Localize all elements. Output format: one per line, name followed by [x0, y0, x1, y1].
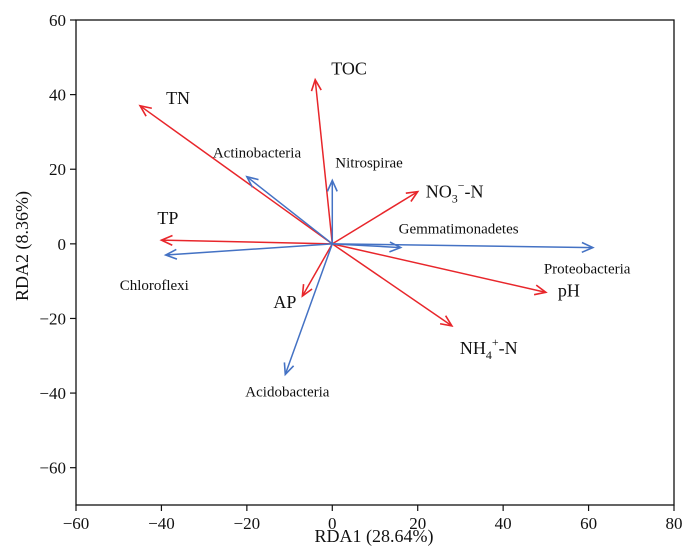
vector-ap	[301, 243, 333, 298]
label-no3-n: NO3−-N	[426, 179, 484, 206]
arrowhead	[326, 178, 338, 192]
x-tick-label: 80	[666, 514, 683, 533]
label-acidobacteria: Acidobacteria	[245, 384, 329, 400]
vector-line	[161, 239, 333, 245]
plot-frame	[75, 19, 675, 506]
arrowhead	[533, 284, 548, 296]
label-ap: AP	[273, 292, 296, 312]
arrowhead	[283, 362, 295, 377]
x-tick-label: 20	[409, 514, 426, 533]
vector-nh4-n	[331, 243, 454, 328]
y-tick-label: −40	[39, 384, 66, 403]
label-nh4-n: NH4+-N	[460, 335, 518, 362]
arrowhead	[138, 104, 152, 117]
arrowhead	[301, 284, 313, 298]
x-tick-label: 0	[328, 514, 337, 533]
x-tick-label: −40	[148, 514, 175, 533]
vector-line	[332, 243, 593, 249]
vector-line	[314, 79, 334, 244]
label-tp: TP	[157, 208, 178, 228]
y-tick-label: 0	[58, 235, 67, 254]
arrowhead	[159, 234, 173, 246]
arrowhead	[245, 175, 259, 188]
label-actinobacteria: Actinobacteria	[213, 146, 302, 162]
arrowhead	[405, 190, 420, 202]
label-chloroflexi: Chloroflexi	[120, 278, 189, 294]
vector-toc	[310, 77, 334, 244]
y-axis-title: RDA2 (8.36%)	[12, 191, 33, 301]
label-ph: pH	[558, 280, 580, 300]
vector-line	[246, 176, 333, 245]
vector-proteobacteria	[332, 241, 595, 254]
label-nitrospirae: Nitrospirae	[335, 155, 403, 171]
vector-tn	[138, 104, 333, 245]
label-proteobacteria: Proteobacteria	[544, 262, 631, 278]
vector-ph	[332, 243, 548, 296]
label-tn: TN	[166, 88, 190, 108]
arrowhead	[439, 315, 454, 328]
vector-nitrospirae	[326, 178, 338, 244]
vector-line	[284, 243, 333, 375]
label-gemmatimonadetes: Gemmatimonadetes	[399, 222, 519, 238]
arrowhead	[310, 77, 322, 92]
vector-line	[165, 243, 333, 256]
vector-actinobacteria	[245, 175, 333, 245]
y-tick-label: 20	[49, 160, 66, 179]
arrowhead	[389, 241, 403, 253]
x-tick-label: −60	[63, 514, 90, 533]
vector-chloroflexi	[163, 243, 333, 260]
y-tick-label: 40	[49, 86, 66, 105]
x-tick-label: 60	[580, 514, 597, 533]
x-tick-label: −20	[234, 514, 261, 533]
vector-line	[331, 190, 419, 245]
arrowhead	[581, 241, 595, 254]
vector-tp	[159, 234, 333, 246]
y-tick-label: 60	[49, 11, 66, 30]
arrowhead	[163, 248, 178, 260]
vector-line	[331, 243, 453, 327]
label-toc: TOC	[331, 59, 367, 79]
vector-no3-n	[331, 190, 420, 245]
y-tick-label: −60	[39, 459, 66, 478]
x-axis-title: RDA1 (28.64%)	[315, 526, 434, 547]
y-tick-label: −20	[39, 309, 66, 328]
vector-line	[301, 243, 333, 297]
vector-line	[332, 243, 547, 294]
x-tick-label: 40	[495, 514, 512, 533]
vector-line	[139, 105, 333, 245]
vector-acidobacteria	[283, 243, 333, 377]
